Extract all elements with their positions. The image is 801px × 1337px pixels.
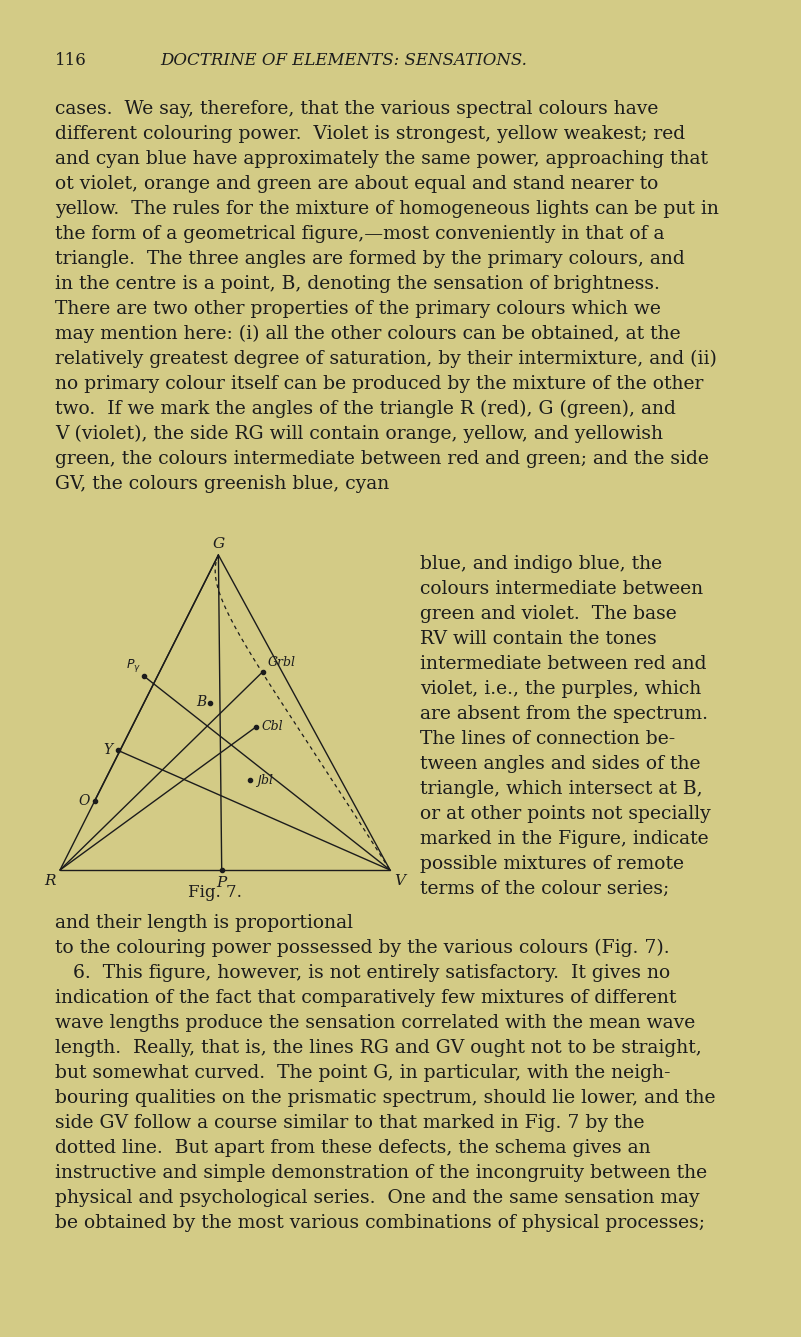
Text: but somewhat curved.  The point G, in particular, with the neigh-: but somewhat curved. The point G, in par… [55,1064,670,1082]
Text: and their length is proportional: and their length is proportional [55,915,353,932]
Text: ot violet, orange and green are about equal and stand nearer to: ot violet, orange and green are about eq… [55,175,658,193]
Text: The lines of connection be-: The lines of connection be- [420,730,675,747]
Text: wave lengths produce the sensation correlated with the mean wave: wave lengths produce the sensation corre… [55,1013,695,1032]
Text: dotted line.  But apart from these defects, the schema gives an: dotted line. But apart from these defect… [55,1139,650,1157]
Text: and cyan blue have approximately the same power, approaching that: and cyan blue have approximately the sam… [55,150,708,168]
Text: $P_{\gamma}$: $P_{\gamma}$ [126,658,141,674]
Text: bouring qualities on the prismatic spectrum, should lie lower, and the: bouring qualities on the prismatic spect… [55,1090,715,1107]
Text: There are two other properties of the primary colours which we: There are two other properties of the pr… [55,299,661,318]
Text: 6.  This figure, however, is not entirely satisfactory.  It gives no: 6. This figure, however, is not entirely… [55,964,670,981]
Text: 116: 116 [55,52,87,70]
Text: DOCTRINE OF ELEMENTS: SENSATIONS.: DOCTRINE OF ELEMENTS: SENSATIONS. [160,52,527,70]
Text: V: V [394,874,405,888]
Text: B: B [196,695,206,709]
Text: triangle.  The three angles are formed by the primary colours, and: triangle. The three angles are formed by… [55,250,685,267]
Text: intermediate between red and: intermediate between red and [420,655,706,673]
Text: in the centre is a point, B, denoting the sensation of brightness.: in the centre is a point, B, denoting th… [55,275,660,293]
Text: possible mixtures of remote: possible mixtures of remote [420,854,684,873]
Text: side GV follow a course similar to that marked in Fig. 7 by the: side GV follow a course similar to that … [55,1114,645,1132]
Text: the form of a geometrical figure,—most conveniently in that of a: the form of a geometrical figure,—most c… [55,225,665,243]
Text: yellow.  The rules for the mixture of homogeneous lights can be put in: yellow. The rules for the mixture of hom… [55,201,718,218]
Text: blue, and indigo blue, the: blue, and indigo blue, the [420,555,662,574]
Text: indication of the fact that comparatively few mixtures of different: indication of the fact that comparativel… [55,989,676,1007]
Text: GV, the colours greenish blue, cyan: GV, the colours greenish blue, cyan [55,475,389,493]
Text: triangle, which intersect at B,: triangle, which intersect at B, [420,779,702,798]
Text: Cbl: Cbl [261,721,283,733]
Text: green and violet.  The base: green and violet. The base [420,606,677,623]
Text: $J$bl: $J$bl [255,771,274,789]
Text: O: O [78,794,90,808]
Text: colours intermediate between: colours intermediate between [420,580,703,598]
Text: no primary colour itself can be produced by the mixture of the other: no primary colour itself can be produced… [55,374,703,393]
Text: violet, i.e., the purples, which: violet, i.e., the purples, which [420,681,701,698]
Text: may mention here: (i) all the other colours can be obtained, at the: may mention here: (i) all the other colo… [55,325,681,344]
Text: marked in the Figure, indicate: marked in the Figure, indicate [420,830,709,848]
Text: or at other points not specially: or at other points not specially [420,805,710,824]
Text: Y: Y [103,743,113,757]
Text: instructive and simple demonstration of the incongruity between the: instructive and simple demonstration of … [55,1165,707,1182]
Text: Grbl: Grbl [268,655,296,668]
Text: G: G [212,537,224,551]
Text: different colouring power.  Violet is strongest, yellow weakest; red: different colouring power. Violet is str… [55,124,685,143]
Text: Fig. 7.: Fig. 7. [188,884,242,901]
Text: relatively greatest degree of saturation, by their intermixture, and (ii): relatively greatest degree of saturation… [55,350,717,368]
Text: R: R [45,874,56,888]
Text: to the colouring power possessed by the various colours (Fig. 7).: to the colouring power possessed by the … [55,939,670,957]
Text: terms of the colour series;: terms of the colour series; [420,880,670,898]
Text: green, the colours intermediate between red and green; and the side: green, the colours intermediate between … [55,451,709,468]
Text: tween angles and sides of the: tween angles and sides of the [420,755,701,773]
Text: physical and psychological series.  One and the same sensation may: physical and psychological series. One a… [55,1189,699,1207]
Text: length.  Really, that is, the lines RG and GV ought not to be straight,: length. Really, that is, the lines RG an… [55,1039,702,1058]
Text: V (violet), the side RG will contain orange, yellow, and yellowish: V (violet), the side RG will contain ora… [55,425,663,444]
Text: be obtained by the most various combinations of physical processes;: be obtained by the most various combinat… [55,1214,705,1231]
Text: are absent from the spectrum.: are absent from the spectrum. [420,705,708,723]
Text: cases.  We say, therefore, that the various spectral colours have: cases. We say, therefore, that the vario… [55,100,658,118]
Text: two.  If we mark the angles of the triangle R (red), G (green), and: two. If we mark the angles of the triang… [55,400,676,418]
Text: P: P [216,876,227,890]
Text: RV will contain the tones: RV will contain the tones [420,630,657,648]
